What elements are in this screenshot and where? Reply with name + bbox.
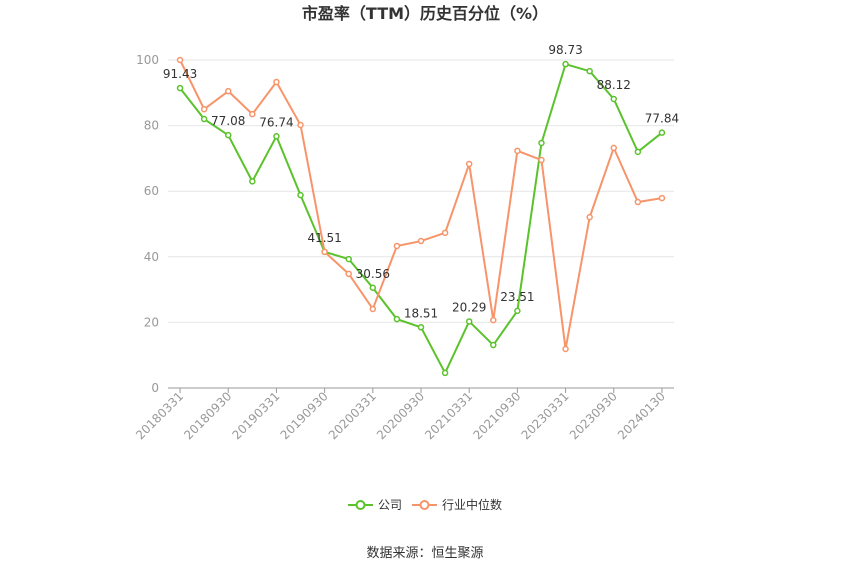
company-point bbox=[514, 307, 521, 315]
industry-median-point bbox=[273, 78, 280, 86]
industry-median-point bbox=[176, 56, 184, 64]
industry-median-point bbox=[490, 316, 497, 324]
data-label: 76.74 bbox=[259, 115, 293, 129]
industry-median-point bbox=[297, 121, 304, 129]
data-label: 77.08 bbox=[211, 114, 245, 128]
industry-median-point bbox=[586, 213, 593, 221]
company-point bbox=[345, 255, 352, 263]
x-tick-label: 20230331 bbox=[519, 389, 572, 442]
legend-marker bbox=[355, 500, 366, 510]
x-tick-label: 20210930 bbox=[470, 389, 523, 442]
company-point bbox=[586, 67, 593, 75]
company-point bbox=[658, 129, 666, 136]
y-tick-label: 60 bbox=[144, 184, 159, 198]
data-label: 30.56 bbox=[356, 267, 390, 281]
data-label: 77.84 bbox=[645, 112, 679, 126]
industry-median-point bbox=[321, 248, 328, 256]
x-tick-label: 20210331 bbox=[422, 389, 475, 442]
company-point bbox=[297, 191, 304, 199]
industry-median-point bbox=[538, 156, 545, 164]
legend-item-company[interactable]: 公司 bbox=[347, 497, 402, 513]
industry-median-point bbox=[369, 305, 377, 313]
industry-median-point bbox=[200, 105, 208, 113]
industry-median-point bbox=[224, 87, 232, 95]
data-label: 41.51 bbox=[307, 231, 341, 245]
industry-median-point bbox=[441, 229, 449, 237]
legend-item-industry-median[interactable]: 行业中位数 bbox=[412, 497, 502, 513]
y-tick-label: 20 bbox=[144, 315, 159, 329]
x-tick-label: 20190331 bbox=[229, 389, 282, 442]
company-point bbox=[393, 315, 401, 323]
company-point bbox=[369, 284, 377, 292]
data-label: 18.51 bbox=[404, 306, 438, 320]
legend: 公司 行业中位数 bbox=[0, 497, 850, 513]
y-tick-label: 40 bbox=[144, 250, 159, 264]
legend-swatch-industry-median bbox=[412, 500, 437, 510]
x-tick-label: 20240130 bbox=[615, 389, 668, 442]
company-point bbox=[417, 324, 425, 331]
legend-label-industry-median: 行业中位数 bbox=[442, 498, 503, 512]
company-point bbox=[273, 133, 280, 140]
data-label: 98.73 bbox=[548, 43, 582, 57]
data-label: 88.12 bbox=[597, 78, 631, 92]
company-point bbox=[634, 148, 642, 156]
company-point bbox=[610, 95, 618, 103]
data-label: 23.51 bbox=[500, 290, 534, 304]
industry-median-point bbox=[345, 270, 352, 278]
legend-swatch-company bbox=[347, 500, 373, 510]
x-tick-label: 20200331 bbox=[326, 389, 379, 442]
company-point bbox=[224, 131, 232, 139]
y-tick-label: 100 bbox=[136, 53, 159, 67]
company-point bbox=[249, 178, 256, 185]
industry-median-point bbox=[249, 110, 256, 118]
x-tick-label: 20190930 bbox=[278, 389, 331, 442]
industry-median-point bbox=[610, 144, 618, 152]
company-point bbox=[200, 115, 208, 123]
industry-median-point bbox=[417, 237, 425, 245]
data-label: 91.43 bbox=[163, 67, 197, 81]
industry-median-point bbox=[514, 147, 521, 155]
x-tick-label: 20200930 bbox=[374, 389, 427, 442]
company-point bbox=[538, 139, 545, 147]
y-tick-label: 0 bbox=[151, 381, 159, 395]
data-source-note: 数据来源：恒生聚源 bbox=[366, 546, 484, 561]
legend-label-company: 公司 bbox=[377, 498, 402, 512]
y-tick-label: 80 bbox=[144, 119, 159, 133]
industry-median-point bbox=[634, 198, 642, 206]
industry-median-point bbox=[658, 194, 666, 202]
x-tick-label: 20230930 bbox=[567, 389, 620, 442]
x-tick-label: 20180331 bbox=[133, 389, 186, 442]
chart-title: 市盈率（TTM）历史百分位（%） bbox=[301, 4, 549, 23]
industry-median-point bbox=[465, 160, 473, 168]
company-point bbox=[176, 84, 184, 92]
legend-marker bbox=[419, 500, 430, 510]
industry-median-point bbox=[393, 242, 401, 250]
industry-median-point bbox=[562, 345, 569, 353]
company-point bbox=[562, 60, 569, 68]
x-tick-label: 20180930 bbox=[181, 389, 234, 442]
data-label: 20.29 bbox=[452, 300, 486, 314]
company-point bbox=[490, 341, 497, 349]
company-point bbox=[441, 369, 449, 377]
company-point bbox=[465, 318, 473, 325]
